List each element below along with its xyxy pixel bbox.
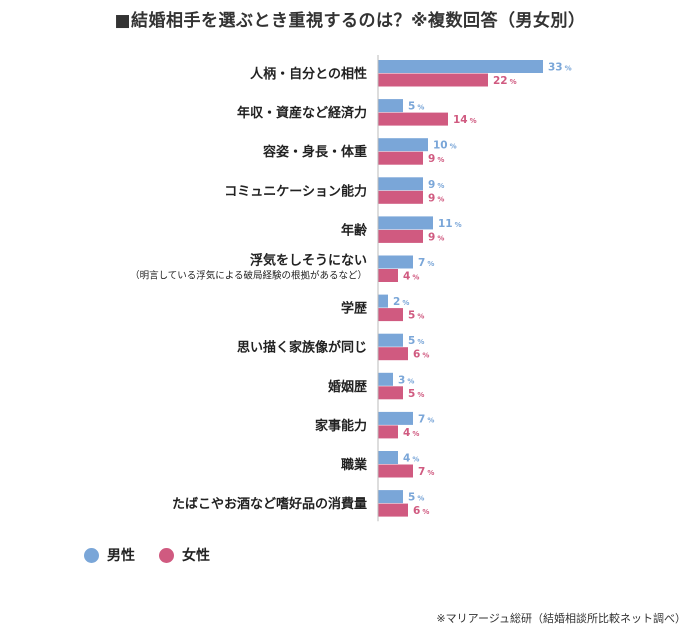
legend-item-male: 男性 <box>84 545 135 565</box>
data-label-female: 14% <box>453 114 477 126</box>
bar-female <box>378 464 413 478</box>
legend-swatch-female <box>159 547 174 563</box>
category-note: （明言している浮気による破局経験の根拠があるなど） <box>130 270 367 282</box>
category-label: 浮気をしそうにない <box>250 253 367 269</box>
data-label-male: 4% <box>403 453 419 465</box>
legend-label-male: 男性 <box>107 548 135 564</box>
data-label-female: 9% <box>428 231 444 243</box>
data-label-female: 7% <box>418 466 434 478</box>
category-label: 職業 <box>341 457 368 473</box>
bar-female <box>378 112 448 126</box>
data-label-female: 9% <box>428 153 444 165</box>
category-label: 年齢 <box>341 222 368 238</box>
bar-male <box>378 333 403 347</box>
legend-swatch-male <box>84 547 99 563</box>
bar-male <box>378 372 393 386</box>
data-label-female: 5% <box>408 310 424 322</box>
bar-male <box>378 490 403 504</box>
data-label-male: 9% <box>428 179 444 191</box>
data-label-male: 5% <box>408 492 424 504</box>
data-label-female: 6% <box>413 505 429 517</box>
bar-male <box>378 138 428 152</box>
data-label-female: 4% <box>403 427 419 439</box>
bar-male <box>378 177 423 191</box>
chart-title: ■結婚相手を選ぶとき重視するのは？※複数回答（男女別） <box>114 11 586 31</box>
bar-male <box>378 99 403 113</box>
bar-female <box>378 425 398 439</box>
data-label-female: 6% <box>413 349 429 361</box>
category-label: 家事能力 <box>315 418 367 434</box>
data-label-male: 5% <box>408 101 424 113</box>
data-label-male: 3% <box>398 374 414 386</box>
bar-female <box>378 269 398 282</box>
bar-female <box>378 503 408 517</box>
legend-label-female: 女性 <box>182 548 210 564</box>
bar-female <box>378 386 403 400</box>
data-label-male: 7% <box>418 257 434 269</box>
bar-male <box>378 294 388 308</box>
category-label: 婚姻歴 <box>328 379 367 395</box>
data-label-male: 33% <box>548 62 572 74</box>
bar-male <box>378 411 413 425</box>
data-label-female: 9% <box>428 192 444 204</box>
bar-female <box>378 151 423 165</box>
legend-item-female: 女性 <box>159 545 210 565</box>
category-label: コミュニケーション能力 <box>224 183 367 199</box>
bar-male <box>378 216 433 230</box>
bar-male <box>378 255 413 269</box>
data-label-male: 10% <box>433 140 457 152</box>
data-label-female: 4% <box>403 271 419 283</box>
data-label-female: 5% <box>408 388 424 400</box>
data-label-male: 11% <box>438 218 462 230</box>
source-note: ※マリアージュ総研（結婚相談所比較ネット調べ） <box>436 612 686 625</box>
data-label-female: 22% <box>493 75 517 87</box>
bar-male <box>378 451 398 464</box>
category-label: 年収・資産など経済力 <box>237 105 367 121</box>
category-label: 容姿・身長・体重 <box>262 144 367 160</box>
bar-chart: 人柄・自分との相性 33 % 22 % 年収・資産など経済力 5 % 14 % 容姿・身長・体重 10… <box>130 55 572 522</box>
bar-female <box>378 347 408 361</box>
bar-female <box>378 73 488 87</box>
category-label: 学歴 <box>341 301 367 317</box>
bar-female <box>378 190 423 204</box>
category-label: たばこやお酒など嗜好品の消費量 <box>172 496 367 512</box>
category-label: 人柄・自分との相性 <box>250 66 367 82</box>
bar-male <box>378 60 543 73</box>
category-label: 思い描く家族像が同じ <box>237 340 367 356</box>
data-label-male: 2% <box>393 296 409 308</box>
bar-female <box>378 308 403 322</box>
legend: 男性 女性 <box>84 545 210 565</box>
data-label-male: 7% <box>418 413 434 425</box>
data-label-male: 5% <box>408 335 424 347</box>
bar-female <box>378 229 423 243</box>
